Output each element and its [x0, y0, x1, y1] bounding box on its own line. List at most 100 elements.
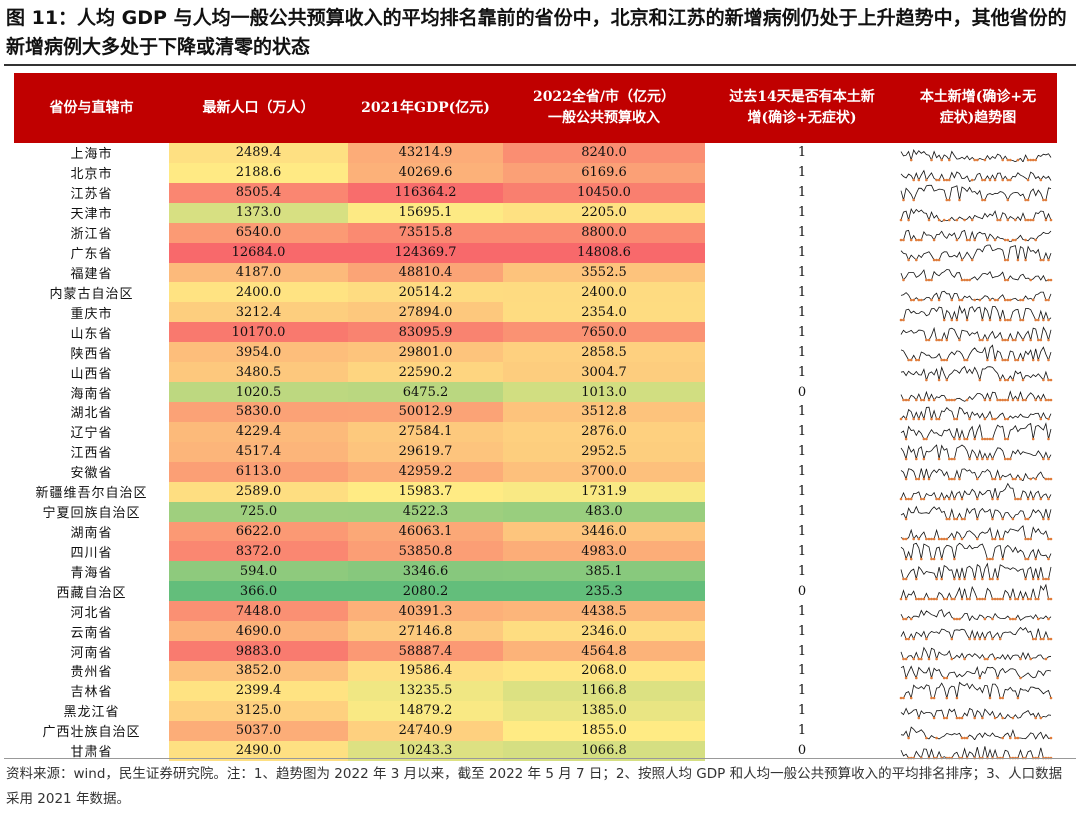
sparkline-zero-marker: [1034, 398, 1037, 401]
sparkline-zero-marker: [948, 497, 951, 501]
trend-sparkline-cell: [899, 581, 1057, 602]
sparkline-zero-marker: [976, 597, 979, 601]
sparkline-zero-marker: [1003, 418, 1007, 421]
sparkline-zero-marker: [907, 497, 910, 501]
sparkline-zero-marker: [1016, 159, 1020, 162]
sparkline-zero-marker: [904, 457, 908, 461]
sparkline-zero-marker: [1029, 338, 1032, 342]
sparkline-path: [900, 726, 1052, 741]
gdp-cell: 27146.8: [348, 621, 503, 642]
sparkline-zero-marker: [925, 736, 928, 740]
trend-sparkline-cell: [899, 222, 1057, 243]
sparkline-zero-marker: [925, 438, 928, 441]
sparkline-zero-marker: [950, 657, 954, 660]
sparkline-zero-marker: [1001, 557, 1004, 561]
revenue-cell: 235.3: [503, 581, 705, 602]
sparkline-zero-marker: [1049, 637, 1053, 640]
sparkline-zero-marker: [988, 298, 992, 302]
sparkline-zero-marker: [953, 418, 956, 421]
sparkline-zero-marker: [935, 657, 938, 660]
trend-sparkline-cell: [899, 401, 1057, 422]
sparkline-zero-marker: [917, 537, 921, 541]
gdp-cell: 40391.3: [348, 601, 503, 622]
sparkline-zero-marker: [958, 477, 961, 481]
province-cell: 重庆市: [14, 302, 169, 323]
population-cell: 1020.5: [169, 382, 348, 402]
population-cell: 8372.0: [169, 541, 348, 562]
sparkline-zero-marker: [920, 557, 923, 561]
trend-sparkline-cell: [899, 421, 1057, 442]
sparkline-zero-marker: [1014, 238, 1017, 242]
sparkline-zero-marker: [1009, 457, 1012, 461]
sparkline-zero-marker: [942, 497, 946, 501]
sparkline-zero-marker: [937, 497, 941, 501]
sparkline-zero-marker: [991, 457, 994, 461]
figure-title: 图 11：人均 GDP 与人均一般公共预算收入的平均排名靠前的省份中，北京和江苏…: [6, 7, 1067, 58]
sparkline-zero-marker: [922, 398, 926, 401]
population-cell: 4690.0: [169, 621, 348, 642]
sparkline-zero-marker: [917, 179, 921, 182]
sparkline-zero-marker: [1044, 657, 1048, 660]
sparkline-zero-marker: [1011, 398, 1015, 401]
sparkline-zero-marker: [1039, 258, 1043, 262]
sparkline-zero-marker: [1042, 517, 1045, 521]
sparkline-zero-marker: [907, 637, 910, 640]
table-row: 贵州省 3852.0 19586.4 2068.0 1: [14, 660, 1057, 681]
header-trend-line1: 本土新增(确诊+无: [919, 89, 1037, 105]
sparkline-zero-marker: [1006, 418, 1010, 421]
gdp-cell: 14879.2: [348, 700, 503, 721]
sparkline-zero-marker: [998, 218, 1002, 222]
sparkline-zero-marker: [993, 477, 997, 481]
trend-sparkline: [900, 343, 1052, 362]
sparkline-zero-marker: [968, 278, 971, 282]
trend-sparkline-cell: [899, 242, 1057, 263]
table-row: 重庆市 3212.4 27894.0 2354.0 1: [14, 302, 1057, 323]
sparkline-zero-marker: [1003, 378, 1007, 381]
sparkline-zero-marker: [955, 418, 959, 421]
sparkline-zero-marker: [1009, 617, 1012, 620]
trend-sparkline: [900, 389, 1053, 402]
sparkline-zero-marker: [968, 238, 971, 242]
trend-sparkline-cell: [899, 322, 1057, 343]
sparkline-zero-marker: [909, 298, 913, 302]
new-cases-flag-cell: 0: [705, 382, 899, 402]
trend-sparkline: [899, 229, 1052, 243]
trend-sparkline: [899, 208, 1053, 223]
sparkline-zero-marker: [1031, 298, 1035, 302]
sparkline-zero-marker: [983, 597, 987, 601]
table-row: 广西壮族自治区 5037.0 24740.9 1855.0 1: [14, 720, 1057, 741]
sparkline-zero-marker: [948, 517, 951, 521]
sparkline-zero-marker: [970, 179, 974, 182]
province-cell: 吉林省: [14, 680, 169, 701]
trend-sparkline-cell: [899, 162, 1057, 183]
sparkline-zero-marker: [1047, 378, 1050, 381]
sparkline-zero-marker: [945, 179, 949, 182]
sparkline-zero-marker: [904, 677, 908, 680]
revenue-cell: 1385.0: [503, 700, 705, 721]
sparkline-zero-marker: [1034, 716, 1037, 720]
sparkline-zero-marker: [899, 418, 903, 421]
trend-sparkline-cell: [899, 342, 1057, 363]
new-cases-flag-cell: 1: [705, 601, 899, 622]
province-cell: 黑龙江省: [14, 700, 169, 721]
revenue-cell: 2346.0: [503, 621, 705, 642]
sparkline-zero-marker: [988, 697, 992, 700]
sparkline-zero-marker: [1024, 557, 1027, 561]
sparkline-zero-marker: [1031, 159, 1035, 162]
sparkline-zero-marker: [1029, 657, 1032, 660]
sparkline-zero-marker: [907, 258, 910, 262]
new-cases-flag-cell: 1: [705, 182, 899, 203]
population-cell: 3954.0: [169, 342, 348, 363]
province-cell: 陕西省: [14, 342, 169, 363]
gdp-cell: 2080.2: [348, 581, 503, 602]
sparkline-zero-marker: [960, 716, 964, 720]
sparkline-zero-marker: [948, 179, 951, 182]
sparkline-zero-marker: [935, 418, 938, 421]
new-cases-flag-cell: 1: [705, 521, 899, 542]
sparkline-zero-marker: [1019, 298, 1022, 302]
sparkline-zero-marker: [1026, 179, 1030, 182]
sparkline-zero-marker: [973, 577, 976, 581]
sparkline-zero-marker: [948, 477, 951, 481]
sparkline-path: [900, 482, 1052, 501]
sparkline-zero-marker: [932, 697, 936, 700]
